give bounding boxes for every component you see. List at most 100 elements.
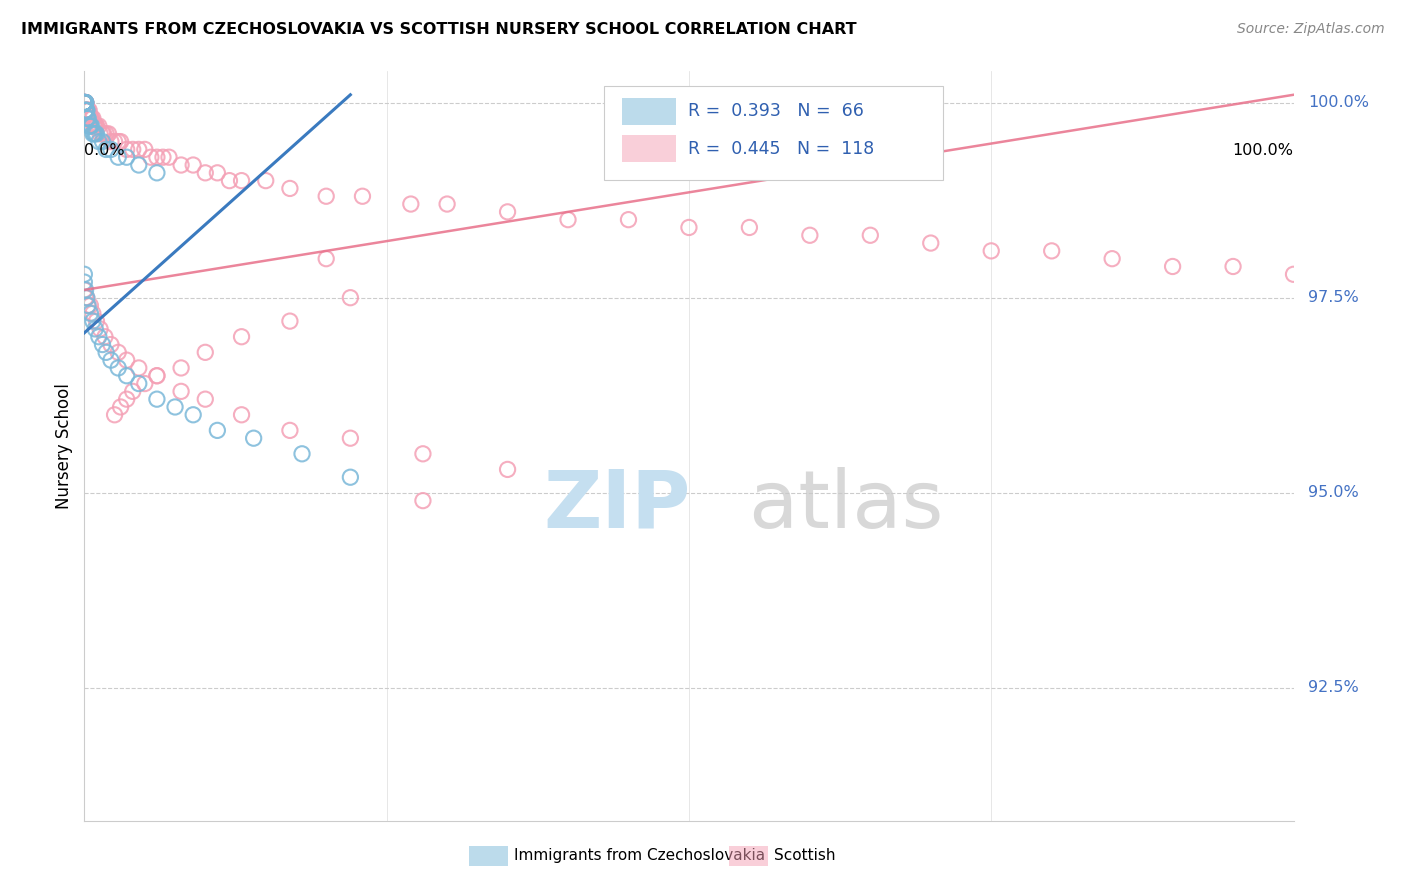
Point xyxy=(79,306,101,320)
Point xyxy=(157,150,180,164)
Text: R =  0.445   N =  118: R = 0.445 N = 118 xyxy=(688,139,875,158)
Text: Immigrants from Czechoslovakia: Immigrants from Czechoslovakia xyxy=(513,848,765,863)
Point xyxy=(128,142,150,156)
Point xyxy=(75,103,97,118)
Text: 100.0%: 100.0% xyxy=(1233,143,1294,158)
Point xyxy=(82,111,104,125)
Point xyxy=(73,95,96,110)
Point xyxy=(678,220,700,235)
Point xyxy=(291,447,314,461)
Point xyxy=(920,235,942,250)
Point xyxy=(75,95,97,110)
Point xyxy=(128,376,150,391)
Point xyxy=(75,95,97,110)
Point xyxy=(77,111,100,125)
Point xyxy=(107,135,129,149)
Point xyxy=(73,95,96,110)
Point xyxy=(73,95,96,110)
Point xyxy=(73,95,96,110)
Point xyxy=(94,330,117,344)
Point xyxy=(77,103,100,118)
Point xyxy=(77,299,100,313)
Text: ZIP: ZIP xyxy=(544,467,692,545)
Point xyxy=(76,111,98,125)
Point xyxy=(617,212,640,227)
Point xyxy=(170,158,193,172)
Point xyxy=(1282,268,1305,282)
Y-axis label: Nursery School: Nursery School xyxy=(55,383,73,509)
Point xyxy=(859,228,882,243)
Point xyxy=(82,127,104,141)
Point xyxy=(73,95,96,110)
Point xyxy=(84,322,107,336)
Point xyxy=(75,95,97,110)
Point xyxy=(79,111,101,125)
Point xyxy=(134,142,156,156)
Point xyxy=(100,135,122,149)
FancyBboxPatch shape xyxy=(623,135,676,162)
Point xyxy=(152,150,174,164)
Point xyxy=(278,424,301,438)
Point xyxy=(115,142,138,156)
Point xyxy=(83,127,105,141)
Text: 0.0%: 0.0% xyxy=(84,143,125,158)
Point xyxy=(75,291,97,305)
Point xyxy=(89,127,111,141)
Point xyxy=(242,431,264,445)
Point xyxy=(77,111,100,125)
Point xyxy=(73,95,96,110)
Point xyxy=(79,111,101,125)
Point xyxy=(110,400,132,414)
Point xyxy=(93,127,115,141)
Point xyxy=(115,150,138,164)
Point xyxy=(399,197,422,211)
Point xyxy=(75,103,97,118)
Point xyxy=(738,220,761,235)
Point xyxy=(194,392,217,407)
Point xyxy=(115,392,138,407)
Point xyxy=(110,135,132,149)
Point xyxy=(231,330,253,344)
Point xyxy=(170,360,193,375)
Point xyxy=(146,368,169,383)
Point xyxy=(339,470,361,484)
Point xyxy=(86,314,108,328)
Text: atlas: atlas xyxy=(544,467,943,545)
Point xyxy=(77,103,100,118)
Point xyxy=(73,95,96,110)
Point xyxy=(980,244,1002,258)
Point xyxy=(73,95,96,110)
Point xyxy=(79,119,101,133)
Point xyxy=(75,95,97,110)
Point xyxy=(87,119,110,133)
Point xyxy=(73,95,96,110)
Point xyxy=(115,368,138,383)
Point xyxy=(75,95,97,110)
Point xyxy=(94,345,117,359)
FancyBboxPatch shape xyxy=(605,87,943,180)
Point xyxy=(79,119,101,133)
Point xyxy=(75,95,97,110)
Point xyxy=(107,150,129,164)
Point xyxy=(73,275,96,289)
Point xyxy=(75,103,97,118)
Point xyxy=(73,95,96,110)
Point xyxy=(254,174,277,188)
Point xyxy=(278,181,301,195)
Point xyxy=(87,330,110,344)
Point xyxy=(73,95,96,110)
Point xyxy=(94,142,117,156)
Point xyxy=(77,111,100,125)
Point xyxy=(73,95,96,110)
Point xyxy=(73,95,96,110)
Point xyxy=(436,197,458,211)
Point xyxy=(139,150,162,164)
FancyBboxPatch shape xyxy=(623,97,676,125)
Point xyxy=(86,127,108,141)
Point xyxy=(73,95,96,110)
Point xyxy=(207,424,229,438)
Point xyxy=(84,119,107,133)
Point xyxy=(496,205,519,219)
Text: Scottish: Scottish xyxy=(773,848,835,863)
Text: 95.0%: 95.0% xyxy=(1308,485,1358,500)
